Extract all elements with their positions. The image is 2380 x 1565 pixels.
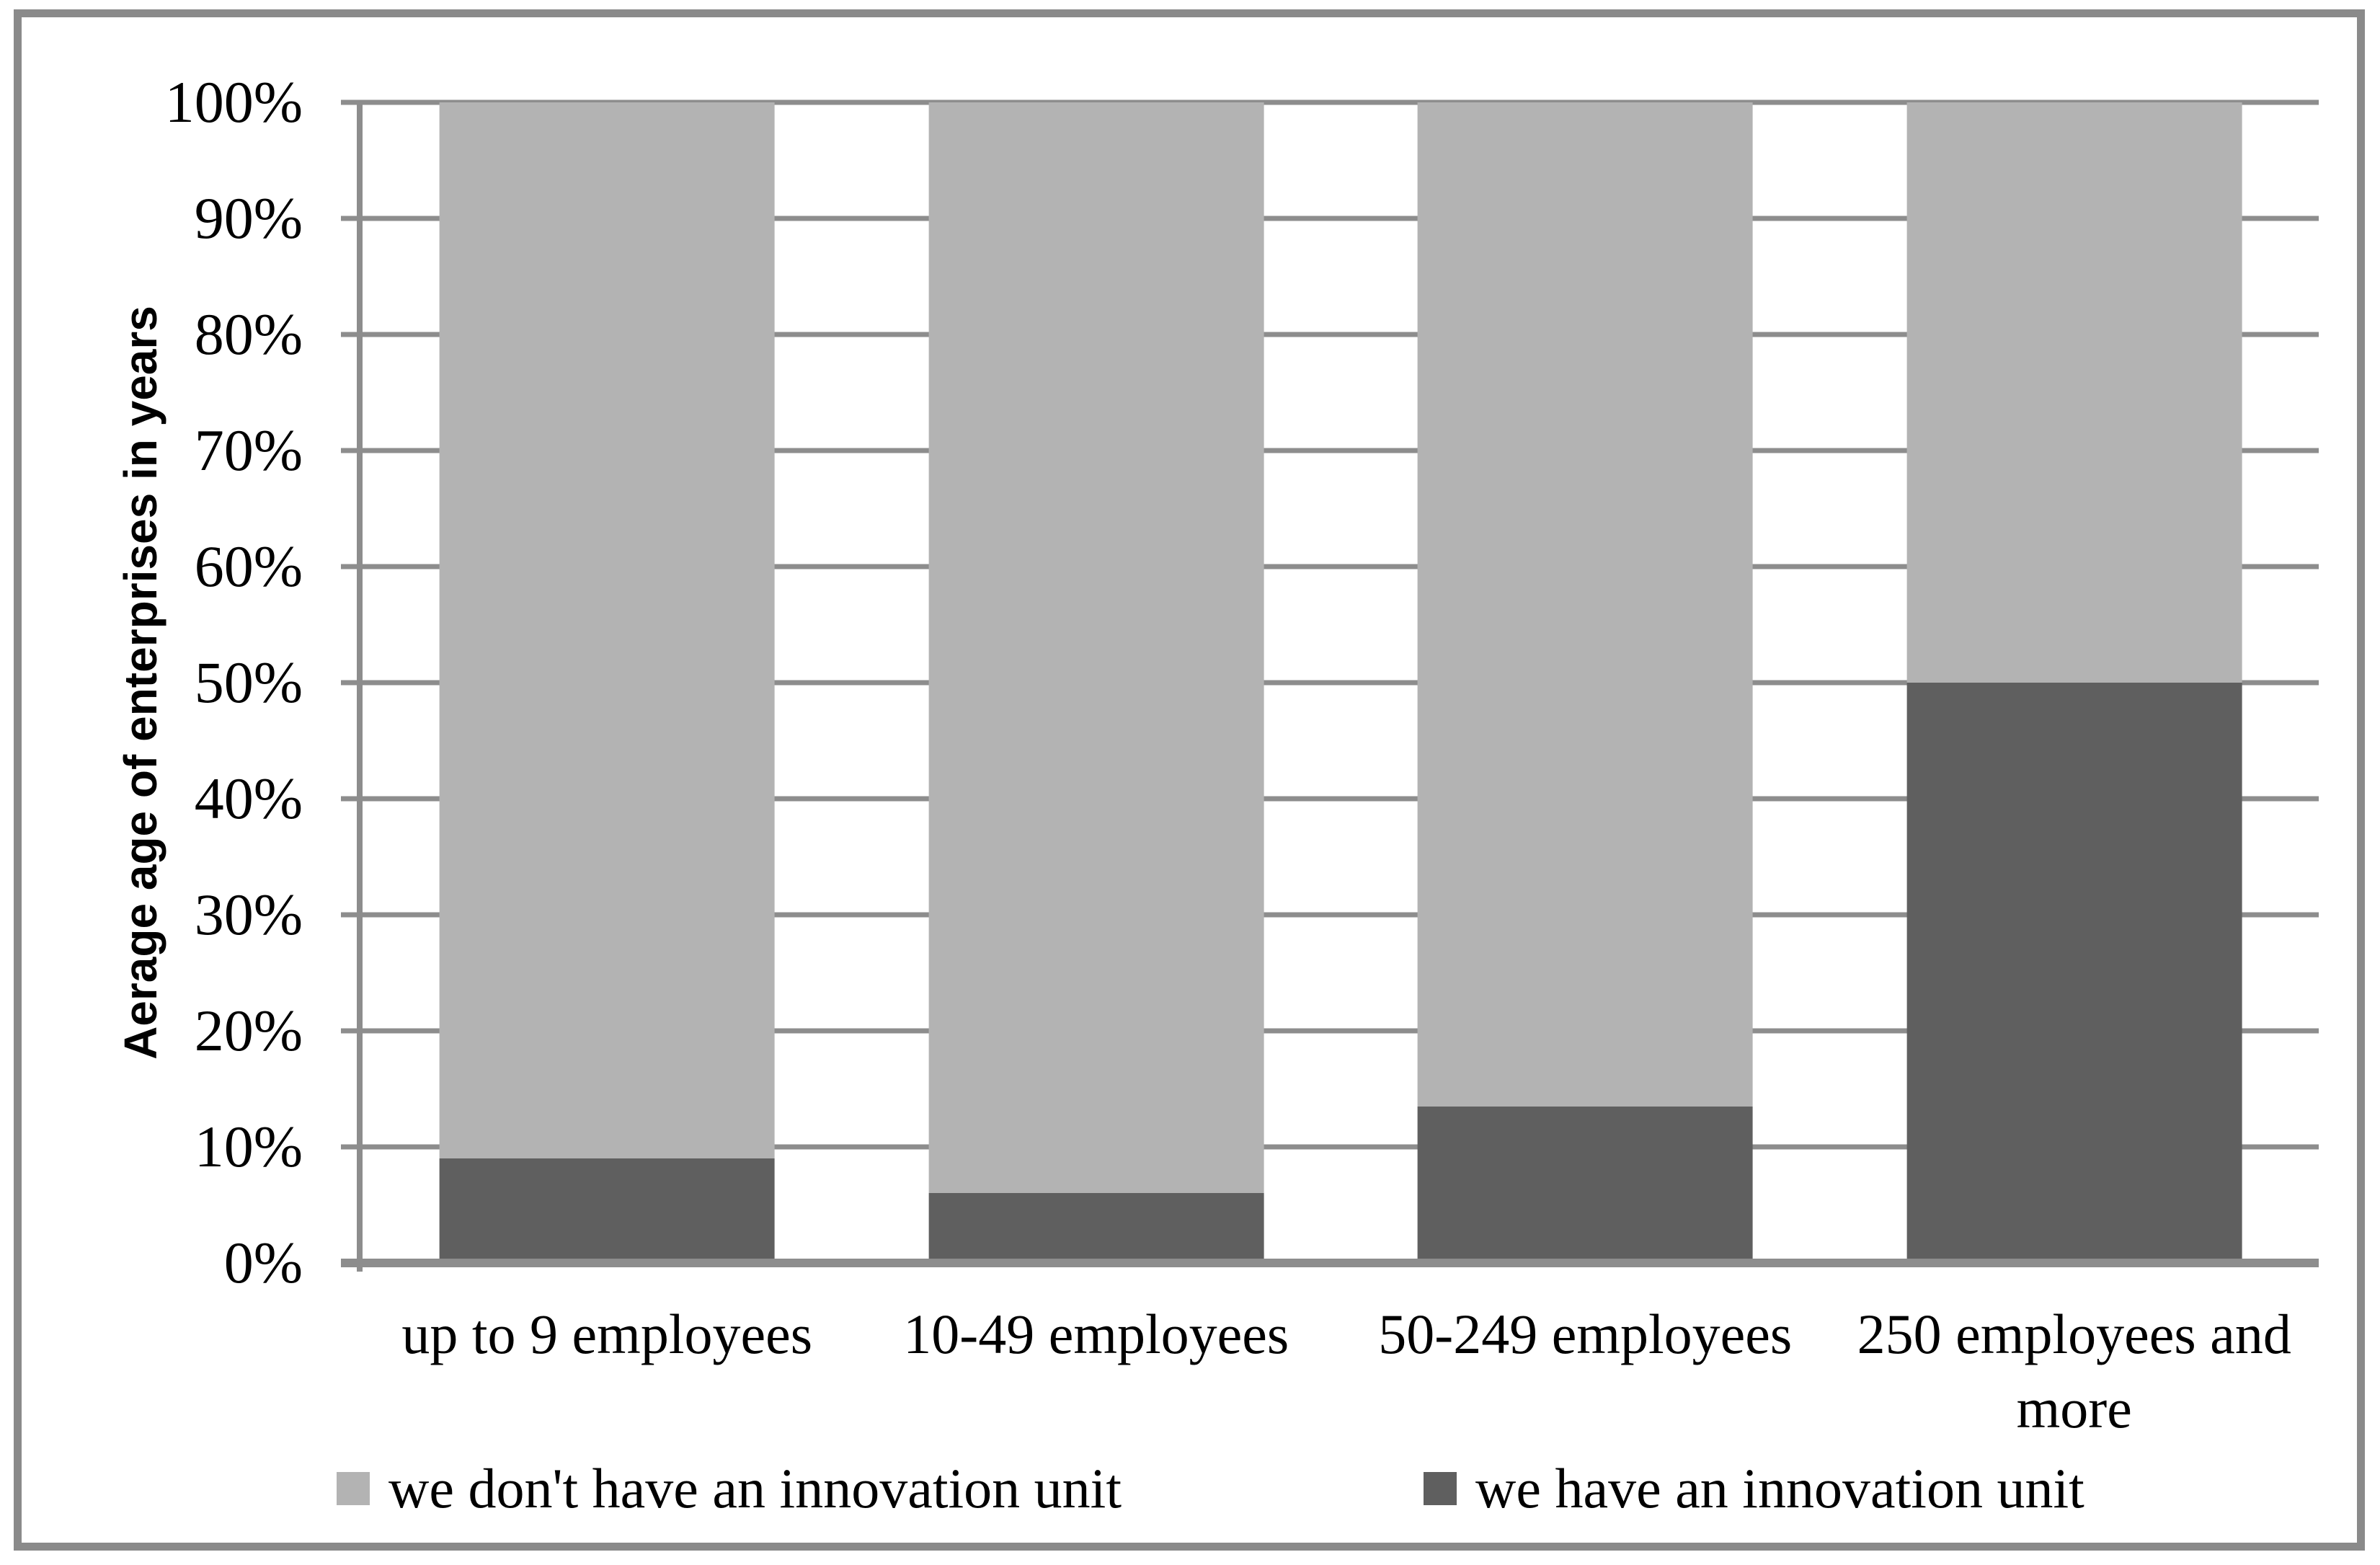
bar-segment-no-unit <box>439 102 775 1159</box>
legend-item-no-innovation-unit: we don't have an innovation unit <box>337 1457 1122 1520</box>
y-tick-label: 50% <box>194 650 303 715</box>
legend-label: we have an innovation unit <box>1475 1457 2084 1520</box>
y-tick-label: 90% <box>194 185 303 251</box>
y-tick-label: 40% <box>194 766 303 831</box>
bar-segment-no-unit <box>1906 102 2242 683</box>
y-tick-label: 30% <box>194 882 303 947</box>
bar-segment-have-unit <box>439 1158 775 1263</box>
bar-segment-no-unit <box>1417 102 1753 1107</box>
legend-swatch-light <box>337 1472 370 1505</box>
bar-segment-have-unit <box>1417 1106 1753 1263</box>
stacked-bar <box>1906 102 2242 1263</box>
gridline <box>341 1028 2319 1034</box>
gridline <box>341 564 2319 569</box>
gridline <box>341 99 2319 105</box>
y-tick-label: 60% <box>194 533 303 599</box>
stacked-bar <box>1417 102 1753 1263</box>
y-tick-label: 10% <box>194 1114 303 1179</box>
y-axis-title: Aerage age of enterprises in years <box>115 306 166 1060</box>
bar-segment-have-unit <box>928 1193 1264 1263</box>
stacked-bar <box>928 102 1264 1263</box>
bar-slot <box>1341 102 1830 1263</box>
y-tick-label: 100% <box>164 69 303 135</box>
bar-segment-have-unit <box>1906 683 2242 1263</box>
x-category-label: up to 9 employees <box>401 1303 813 1365</box>
legend-item-innovation-unit: we have an innovation unit <box>1424 1457 2084 1520</box>
gridline <box>341 1144 2319 1150</box>
gridline <box>341 796 2319 802</box>
plot-area: 0% 10% 20% 30% 40% 50% 60% 70% 80% 90% 100% <box>165 73 2319 1293</box>
y-tick-label: 0% <box>223 1230 303 1295</box>
legend-swatch-dark <box>1424 1472 1457 1505</box>
x-category-labels: up to 9 employees 10-49 employees 50-249 e… <box>363 1298 2319 1446</box>
bars-container <box>363 102 2319 1263</box>
x-category-label: 50-249 employees <box>1378 1303 1793 1365</box>
gridline <box>341 332 2319 337</box>
gridline <box>341 216 2319 221</box>
y-tick-label: 20% <box>194 998 303 1063</box>
gridline <box>341 912 2319 918</box>
legend-label: we don't have an innovation unit <box>388 1457 1122 1520</box>
outer-frame <box>14 9 2365 1551</box>
x-axis-baseline <box>341 1259 2319 1267</box>
y-axis-line <box>357 102 363 1272</box>
bar-slot <box>1830 102 2319 1263</box>
x-category-label: 250 employees and more <box>1857 1303 2291 1440</box>
gridline <box>341 680 2319 686</box>
y-tick-label: 70% <box>194 417 303 483</box>
gridline <box>341 448 2319 453</box>
stacked-bar <box>439 102 775 1263</box>
bar-segment-no-unit <box>928 102 1264 1194</box>
y-tick-label: 80% <box>194 301 303 367</box>
bar-slot <box>852 102 1341 1263</box>
bar-slot <box>363 102 852 1263</box>
x-category-label: 10-49 employees <box>903 1303 1289 1365</box>
